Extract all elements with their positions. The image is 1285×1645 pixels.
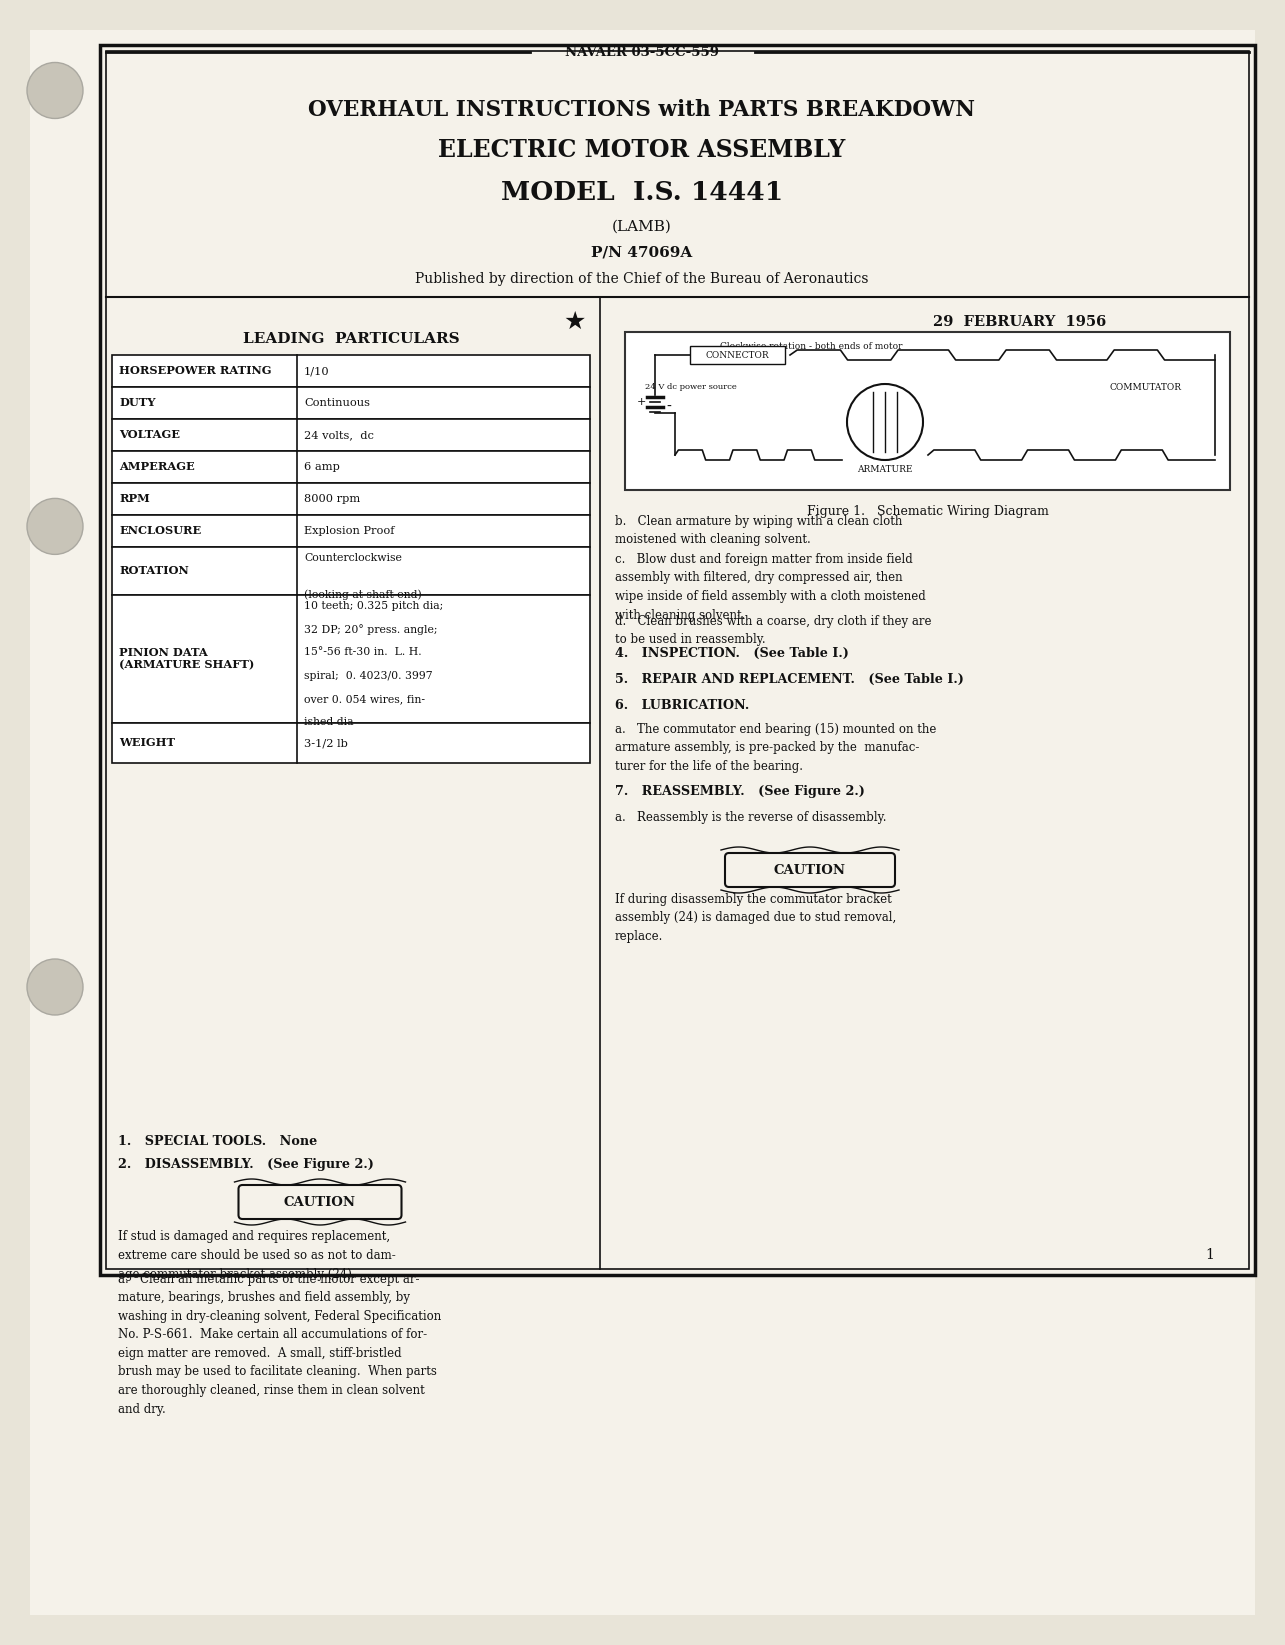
Text: d.   Clean brushes with a coarse, dry cloth if they are
to be used in reassembly: d. Clean brushes with a coarse, dry clot… bbox=[616, 615, 932, 646]
Text: VOLTAGE: VOLTAGE bbox=[120, 429, 180, 441]
Bar bbox=[112, 484, 590, 515]
Text: P/N 47069A: P/N 47069A bbox=[591, 247, 693, 260]
Bar bbox=[112, 355, 590, 387]
Text: NAVAER 03-5CC-559: NAVAER 03-5CC-559 bbox=[565, 46, 720, 59]
Bar bbox=[112, 595, 590, 724]
Text: CAUTION: CAUTION bbox=[284, 1196, 356, 1209]
Text: a.   Clean all metallic parts of the motor except ar-
mature, bearings, brushes : a. Clean all metallic parts of the motor… bbox=[118, 1273, 441, 1415]
Bar bbox=[112, 515, 590, 548]
Text: 2.   DISASSEMBLY.   (See Figure 2.): 2. DISASSEMBLY. (See Figure 2.) bbox=[118, 1158, 374, 1171]
Text: Figure 1.   Schematic Wiring Diagram: Figure 1. Schematic Wiring Diagram bbox=[807, 505, 1049, 518]
Text: 5.   REPAIR AND REPLACEMENT.   (See Table I.): 5. REPAIR AND REPLACEMENT. (See Table I.… bbox=[616, 673, 964, 686]
Bar bbox=[112, 451, 590, 484]
Text: 4.   INSPECTION.   (See Table I.): 4. INSPECTION. (See Table I.) bbox=[616, 646, 849, 660]
Text: (LAMB): (LAMB) bbox=[612, 220, 672, 234]
Text: RPM: RPM bbox=[120, 494, 150, 505]
Text: 10 teeth; 0.325 pitch dia;: 10 teeth; 0.325 pitch dia; bbox=[305, 600, 443, 610]
Text: 6 amp: 6 amp bbox=[305, 462, 339, 472]
Text: COMMUTATOR: COMMUTATOR bbox=[1109, 383, 1181, 392]
Text: Counterclockwise: Counterclockwise bbox=[305, 553, 402, 563]
Text: 15°-56 ft-30 in.  L. H.: 15°-56 ft-30 in. L. H. bbox=[305, 648, 421, 658]
Text: If during disassembly the commutator bracket
assembly (24) is damaged due to stu: If during disassembly the commutator bra… bbox=[616, 893, 896, 943]
Circle shape bbox=[847, 383, 923, 461]
Text: 1: 1 bbox=[1205, 1249, 1214, 1262]
Text: a.   Reassembly is the reverse of disassembly.: a. Reassembly is the reverse of disassem… bbox=[616, 811, 887, 824]
Text: CONNECTOR: CONNECTOR bbox=[705, 350, 770, 360]
Text: 24 V dc power source: 24 V dc power source bbox=[645, 383, 736, 392]
FancyBboxPatch shape bbox=[239, 1184, 401, 1219]
Text: ELECTRIC MOTOR ASSEMBLY: ELECTRIC MOTOR ASSEMBLY bbox=[438, 138, 846, 161]
Text: 6.   LUBRICATION.: 6. LUBRICATION. bbox=[616, 699, 749, 712]
Text: CAUTION: CAUTION bbox=[774, 864, 846, 877]
Text: LEADING  PARTICULARS: LEADING PARTICULARS bbox=[243, 332, 459, 345]
Text: PINION DATA: PINION DATA bbox=[120, 648, 208, 658]
Text: +: + bbox=[636, 396, 645, 406]
Circle shape bbox=[27, 498, 84, 554]
Text: 24 volts,  dc: 24 volts, dc bbox=[305, 429, 374, 439]
Text: DUTY: DUTY bbox=[120, 398, 155, 408]
Text: Continuous: Continuous bbox=[305, 398, 370, 408]
Text: (looking at shaft end): (looking at shaft end) bbox=[305, 589, 421, 599]
Text: Explosion Proof: Explosion Proof bbox=[305, 526, 394, 536]
Bar bbox=[112, 387, 590, 419]
Text: MODEL  I.S. 14441: MODEL I.S. 14441 bbox=[501, 181, 783, 206]
Text: OVERHAUL INSTRUCTIONS with PARTS BREAKDOWN: OVERHAUL INSTRUCTIONS with PARTS BREAKDO… bbox=[308, 99, 975, 122]
Text: 8000 rpm: 8000 rpm bbox=[305, 494, 360, 503]
Text: ENCLOSURE: ENCLOSURE bbox=[120, 525, 202, 536]
FancyBboxPatch shape bbox=[30, 30, 1255, 1615]
Circle shape bbox=[27, 63, 84, 118]
Text: HORSEPOWER RATING: HORSEPOWER RATING bbox=[120, 365, 271, 377]
Circle shape bbox=[27, 959, 84, 1015]
Bar bbox=[625, 332, 1230, 490]
Bar bbox=[105, 51, 1249, 1268]
Text: -: - bbox=[667, 400, 672, 415]
Text: 7.   REASSEMBLY.   (See Figure 2.): 7. REASSEMBLY. (See Figure 2.) bbox=[616, 785, 865, 798]
Text: a.   The commutator end bearing (15) mounted on the
armature assembly, is pre-pa: a. The commutator end bearing (15) mount… bbox=[616, 724, 937, 773]
Text: ROTATION: ROTATION bbox=[120, 566, 189, 576]
Bar bbox=[112, 724, 590, 763]
Bar bbox=[112, 548, 590, 595]
Text: ★: ★ bbox=[564, 309, 586, 334]
Bar bbox=[100, 44, 1255, 1275]
Text: 1.   SPECIAL TOOLS.   None: 1. SPECIAL TOOLS. None bbox=[118, 1135, 317, 1148]
Text: over 0. 054 wires, fin-: over 0. 054 wires, fin- bbox=[305, 694, 425, 704]
Text: Published by direction of the Chief of the Bureau of Aeronautics: Published by direction of the Chief of t… bbox=[415, 271, 869, 286]
Text: 1/10: 1/10 bbox=[305, 365, 330, 377]
Bar bbox=[690, 345, 785, 364]
Bar bbox=[112, 419, 590, 451]
FancyBboxPatch shape bbox=[725, 854, 894, 887]
Text: WEIGHT: WEIGHT bbox=[120, 737, 175, 748]
Text: ARMATURE: ARMATURE bbox=[857, 466, 912, 474]
Text: 3-1/2 lb: 3-1/2 lb bbox=[305, 739, 348, 748]
Text: spiral;  0. 4023/0. 3997: spiral; 0. 4023/0. 3997 bbox=[305, 671, 433, 681]
Text: c.   Blow dust and foreign matter from inside field
assembly with filtered, dry : c. Blow dust and foreign matter from ins… bbox=[616, 553, 925, 622]
Text: ished dia: ished dia bbox=[305, 717, 353, 727]
Text: AMPERAGE: AMPERAGE bbox=[120, 462, 195, 472]
Text: 29  FEBRUARY  1956: 29 FEBRUARY 1956 bbox=[933, 314, 1106, 329]
Text: 32 DP; 20° press. angle;: 32 DP; 20° press. angle; bbox=[305, 623, 437, 635]
Text: Clockwise rotation - both ends of motor: Clockwise rotation - both ends of motor bbox=[720, 342, 902, 350]
Text: b.   Clean armature by wiping with a clean cloth
moistened with cleaning solvent: b. Clean armature by wiping with a clean… bbox=[616, 515, 902, 546]
Text: If stud is damaged and requires replacement,
extreme care should be used so as n: If stud is damaged and requires replacem… bbox=[118, 1230, 396, 1281]
Text: (ARMATURE SHAFT): (ARMATURE SHAFT) bbox=[120, 660, 254, 671]
